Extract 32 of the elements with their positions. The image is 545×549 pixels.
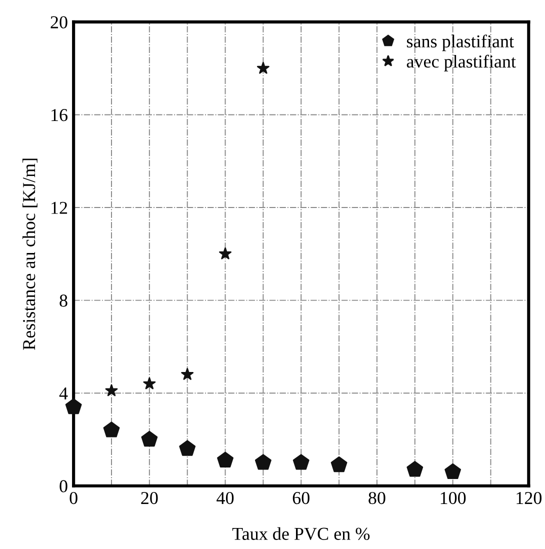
y-tick-label: 4: [59, 387, 68, 400]
point: [103, 422, 120, 438]
y-tick-label: 12: [52, 202, 68, 214]
y-tick-label: 0: [60, 480, 68, 492]
x-tick-label: 100: [440, 492, 466, 504]
x-tick-label: 40: [216, 492, 234, 504]
point: [217, 452, 234, 468]
point: [219, 247, 232, 260]
y-tick-label: 8: [60, 294, 68, 307]
point: [292, 454, 310, 470]
y-tick-label: 16: [52, 109, 68, 122]
point: [181, 368, 194, 380]
legend-label: sans plastifiant: [406, 34, 514, 52]
x-tick-label: 80: [368, 492, 386, 504]
point: [406, 461, 424, 477]
x-tick-label: 60: [292, 492, 310, 504]
y-tick-label: 20: [50, 16, 68, 28]
x-tick-label: 120: [516, 492, 542, 504]
point: [179, 440, 196, 456]
point: [444, 463, 462, 480]
x-axis-title: Taux de PVC en %: [232, 527, 370, 540]
legend-label: avec plastifiant: [406, 54, 516, 72]
x-tick-label: 0: [70, 492, 78, 504]
point: [254, 454, 272, 470]
point: [65, 398, 82, 414]
y-axis-title: Resistance au choc [KJ/m]: [22, 158, 38, 350]
x-tick-label: 20: [141, 492, 158, 504]
point: [256, 62, 270, 74]
point: [141, 430, 158, 447]
point: [143, 377, 156, 390]
point: [330, 456, 348, 472]
point: [105, 384, 118, 396]
